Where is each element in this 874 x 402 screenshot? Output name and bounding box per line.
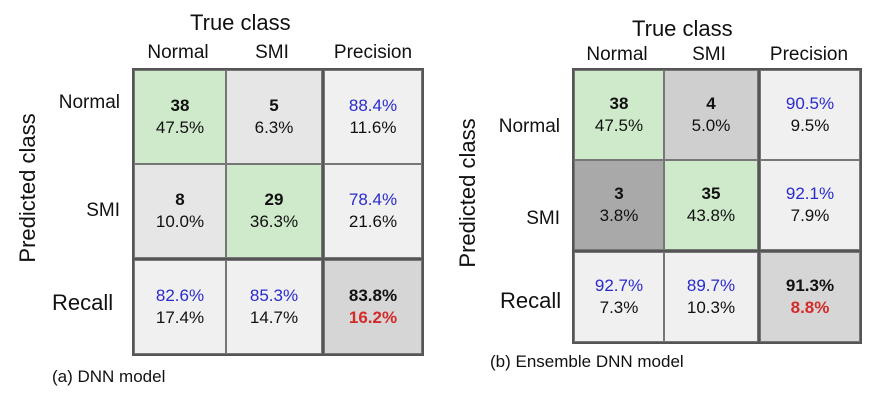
cell-percent: 3.8% xyxy=(599,206,639,225)
predicted-class-label: Predicted class xyxy=(15,113,40,263)
overall-accuracy: 83.8% xyxy=(348,286,398,305)
row-label-normal: Normal xyxy=(498,116,560,137)
true-class-label: True class xyxy=(190,10,291,35)
cell-overall: 91.3% 8.8% xyxy=(760,252,860,342)
cell-error: 11.6% xyxy=(349,118,397,137)
matrix-grid: 38 47.5% 4 5.0% 90.5% 9.5% 3 3.8% 35 43.… xyxy=(572,68,862,344)
cell-error: 14.7% xyxy=(249,308,299,327)
cell-smi-normal: 8 10.0% xyxy=(134,164,226,258)
cell-count: 4 xyxy=(706,94,716,113)
row-label-smi: SMI xyxy=(526,208,560,229)
cell-count: 8 xyxy=(175,190,185,209)
cell-recall-normal: 82.6% 17.4% xyxy=(134,260,226,354)
cell-smi-normal: 3 3.8% xyxy=(574,160,664,250)
cell-error: 7.9% xyxy=(790,206,830,225)
row-label-recall: Recall xyxy=(52,290,114,315)
cell-overall: 83.8% 16.2% xyxy=(324,260,422,354)
cell-recall: 85.3% xyxy=(249,286,299,305)
cell-precision: 92.1% xyxy=(785,184,835,203)
cell-precision: 78.4% xyxy=(348,190,398,209)
overall-accuracy: 91.3% xyxy=(785,276,835,295)
cell-percent: 36.3% xyxy=(249,212,299,231)
cell-recall-normal: 92.7% 7.3% xyxy=(574,252,664,342)
overall-error: 16.2% xyxy=(348,308,398,327)
cell-normal-precision: 90.5% 9.5% xyxy=(760,70,860,160)
cell-error: 7.3% xyxy=(599,298,639,317)
col-label-precision: Precision xyxy=(769,44,849,65)
col-label-normal: Normal xyxy=(147,42,209,63)
cell-count: 3 xyxy=(614,184,624,203)
cell-percent: 47.5% xyxy=(594,116,644,135)
cell-normal-precision: 88.4% 11.6% xyxy=(324,70,422,164)
cell-smi-precision: 92.1% 7.9% xyxy=(760,160,860,250)
predicted-class-label: Predicted class xyxy=(455,118,480,268)
cell-recall-smi: 89.7% 10.3% xyxy=(664,252,758,342)
overall-error: 8.8% xyxy=(790,298,830,317)
cell-recall: 92.7% xyxy=(594,276,644,295)
col-label-precision: Precision xyxy=(333,42,413,63)
cell-error: 21.6% xyxy=(348,212,398,231)
col-label-normal: Normal xyxy=(586,44,648,65)
caption-ensemble: (b) Ensemble DNN model xyxy=(490,352,684,371)
matrix-grid: 38 47.5% 5 6.3% 88.4% 11.6% 8 10.0% 29 3… xyxy=(132,68,424,356)
cell-smi-smi: 29 36.3% xyxy=(226,164,322,258)
cell-percent: 5.0% xyxy=(691,116,731,135)
cell-error: 9.5% xyxy=(790,116,830,135)
cell-smi-smi: 35 43.8% xyxy=(664,160,758,250)
cell-recall-smi: 85.3% 14.7% xyxy=(226,260,322,354)
cell-percent: 6.3% xyxy=(254,118,294,137)
row-label-normal: Normal xyxy=(58,92,120,113)
cell-count: 29 xyxy=(264,190,284,209)
cell-percent: 10.0% xyxy=(155,212,205,231)
cell-normal-smi: 4 5.0% xyxy=(664,70,758,160)
cell-normal-normal: 38 47.5% xyxy=(574,70,664,160)
cell-error: 17.4% xyxy=(155,308,205,327)
cell-recall: 82.6% xyxy=(155,286,205,305)
row-label-recall: Recall xyxy=(500,288,562,313)
cell-count: 5 xyxy=(269,96,279,115)
cell-recall: 89.7% xyxy=(686,276,736,295)
confusion-matrix-ensemble: True class Normal SMI Precision Predicte… xyxy=(448,0,874,402)
cell-normal-normal: 38 47.5% xyxy=(134,70,226,164)
cell-count: 35 xyxy=(701,184,721,203)
cell-count: 38 xyxy=(170,96,190,115)
cell-smi-precision: 78.4% 21.6% xyxy=(324,164,422,258)
confusion-matrix-dnn: True class Normal SMI Precision Predicte… xyxy=(15,10,424,386)
cell-percent: 43.8% xyxy=(686,206,736,225)
col-label-smi: SMI xyxy=(692,44,726,65)
col-label-smi: SMI xyxy=(255,42,289,63)
cell-error: 10.3% xyxy=(686,298,736,317)
row-label-smi: SMI xyxy=(86,200,120,221)
cell-normal-smi: 5 6.3% xyxy=(226,70,322,164)
cell-precision: 88.4% xyxy=(348,96,398,115)
cell-count: 38 xyxy=(609,94,629,113)
true-class-label: True class xyxy=(632,16,733,41)
caption-dnn: (a) DNN model xyxy=(52,367,166,386)
cell-percent: 47.5% xyxy=(155,118,205,137)
cell-precision: 90.5% xyxy=(785,94,835,113)
